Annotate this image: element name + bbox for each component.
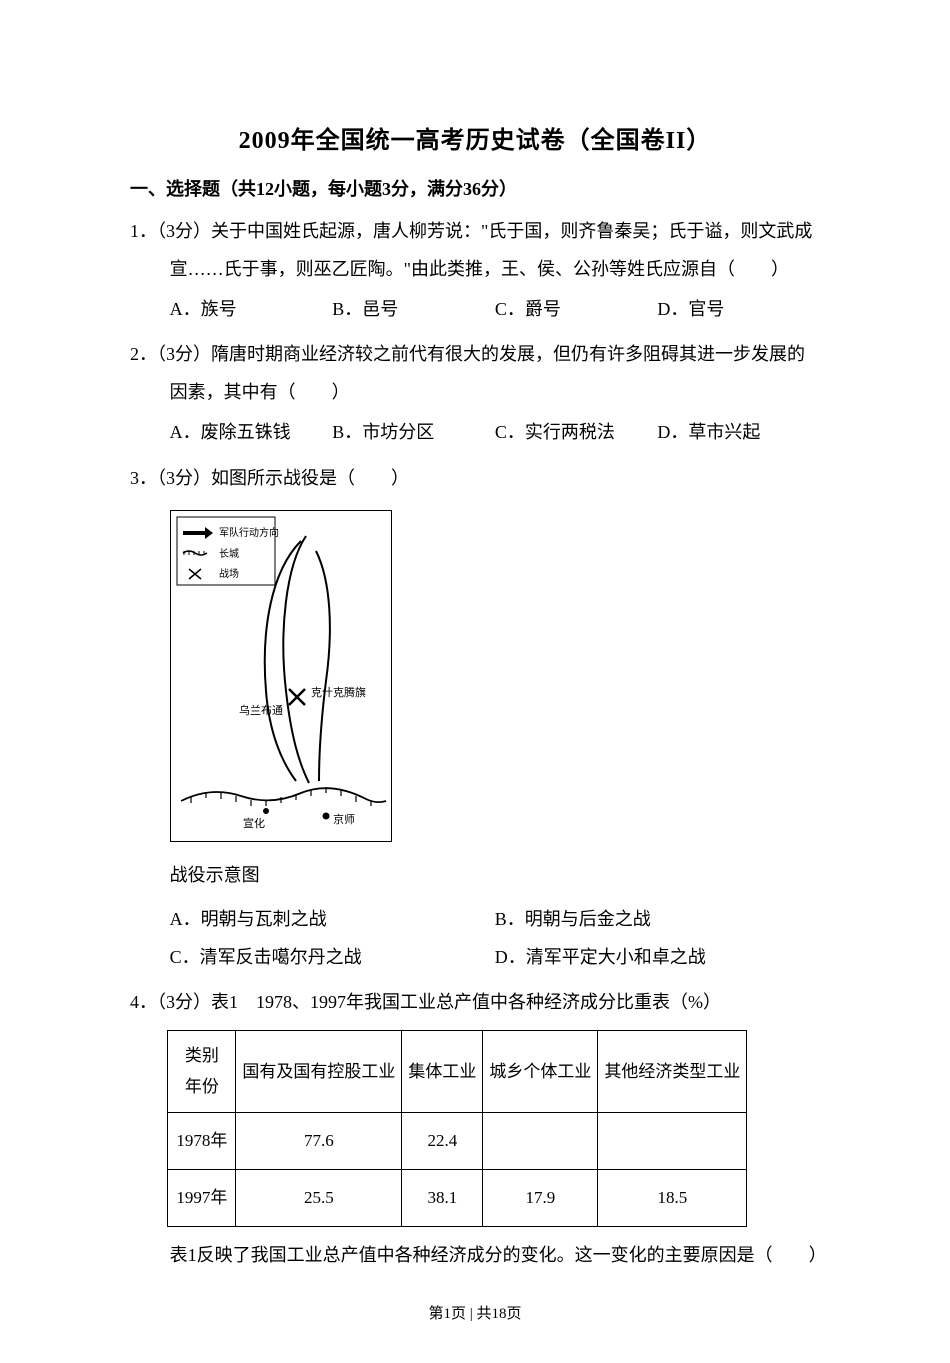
table-corner-cell: 类别 年份	[168, 1031, 236, 1113]
battle-x-icon	[289, 689, 305, 705]
legend-arrow-label: 军队行动方向	[219, 526, 279, 539]
col-header: 城乡个体工业	[483, 1031, 598, 1113]
option-c: C．爵号	[495, 291, 658, 329]
route-arrow-1b	[283, 536, 309, 783]
table-row: 1978年 77.6 22.4	[168, 1113, 747, 1170]
row-year: 1978年	[168, 1113, 236, 1170]
q4-data-table: 类别 年份 国有及国有控股工业 集体工业 城乡个体工业 其他经济类型工业 197…	[167, 1030, 747, 1227]
label-jingshi: 京师	[333, 812, 355, 826]
question-1-stem: 1．（3分）关于中国姓氏起源，唐人柳芳说："氏于国，则齐鲁秦吴；氏于谥，则文武成…	[130, 213, 820, 289]
question-2: 2．（3分）隋唐时期商业经济较之前代有很大的发展，但仍有许多阻碍其进一步发展的因…	[130, 336, 820, 451]
question-3-stem: 3．（3分）如图所示战役是（ ）	[130, 460, 820, 498]
label-xuanhua: 宣化	[243, 816, 265, 830]
page-footer: 第1页 | 共18页	[0, 1302, 950, 1323]
route-arrow-2	[316, 551, 330, 781]
cell	[483, 1113, 598, 1170]
option-b: B．邑号	[332, 291, 495, 329]
col-header: 其他经济类型工业	[598, 1031, 747, 1113]
option-d: D．草市兴起	[657, 414, 820, 452]
jingshi-dot-icon	[322, 812, 329, 819]
question-number: 2．	[130, 344, 157, 364]
label-kerqin: 克什克腾旗	[311, 685, 366, 699]
cell: 38.1	[402, 1170, 483, 1227]
question-text: （3分）表1 1978、1997年我国工业总产值中各种经济成分比重表（%）	[157, 992, 721, 1012]
col-header: 国有及国有控股工业	[236, 1031, 402, 1113]
cell: 77.6	[236, 1113, 402, 1170]
legend-battle-label: 战场	[219, 567, 239, 580]
question-3-options: A．明朝与瓦刺之战 B．明朝与后金之战 C．清军反击噶尔丹之战 D．清军平定大小…	[130, 901, 820, 977]
option-a: A．族号	[170, 291, 333, 329]
question-4: 4．（3分）表1 1978、1997年我国工业总产值中各种经济成分比重表（%） …	[130, 984, 820, 1274]
battle-map-svg: 军队行动方向 长城 战场 克什克腾旗 乌兰布通	[171, 511, 391, 841]
option-a: A．废除五铢钱	[170, 414, 333, 452]
section-1-header: 一、选择题（共12小题，每小题3分，满分36分）	[130, 175, 820, 201]
option-a: A．明朝与瓦刺之战	[170, 901, 495, 939]
question-number: 4．	[130, 992, 157, 1012]
option-b: B．市坊分区	[332, 414, 495, 452]
question-text: （3分）关于中国姓氏起源，唐人柳芳说："氏于国，则齐鲁秦吴；氏于谥，则文武成宣……	[157, 221, 812, 279]
question-1: 1．（3分）关于中国姓氏起源，唐人柳芳说："氏于国，则齐鲁秦吴；氏于谥，则文武成…	[130, 213, 820, 328]
question-1-options: A．族号 B．邑号 C．爵号 D．官号	[130, 291, 820, 329]
question-2-stem: 2．（3分）隋唐时期商业经济较之前代有很大的发展，但仍有许多阻碍其进一步发展的因…	[130, 336, 820, 412]
page-content: 2009年全国统一高考历史试卷（全国卷II） 一、选择题（共12小题，每小题3分…	[0, 0, 950, 1363]
great-wall-line	[181, 788, 386, 802]
question-text: （3分）隋唐时期商业经济较之前代有很大的发展，但仍有许多阻碍其进一步发展的因素，…	[157, 344, 805, 402]
option-d: D．清军平定大小和卓之战	[495, 939, 820, 977]
option-b: B．明朝与后金之战	[495, 901, 820, 939]
corner-top: 类别	[174, 1041, 229, 1072]
cell: 25.5	[236, 1170, 402, 1227]
wall-legend-icon	[183, 551, 207, 555]
row-year: 1997年	[168, 1170, 236, 1227]
battle-map-figure: 军队行动方向 长城 战场 克什克腾旗 乌兰布通	[170, 510, 392, 842]
question-number: 3．	[130, 468, 157, 488]
xuanhua-dot-icon	[263, 808, 269, 814]
cell: 22.4	[402, 1113, 483, 1170]
table-header-row: 类别 年份 国有及国有控股工业 集体工业 城乡个体工业 其他经济类型工业	[168, 1031, 747, 1113]
question-3: 3．（3分）如图所示战役是（ ） 军队行动方向 长城 战场	[130, 460, 820, 977]
exam-title: 2009年全国统一高考历史试卷（全国卷II）	[130, 120, 820, 155]
question-number: 1．	[130, 221, 157, 241]
option-d: D．官号	[657, 291, 820, 329]
cell: 18.5	[598, 1170, 747, 1227]
cell: 17.9	[483, 1170, 598, 1227]
battle-legend-icon	[189, 569, 201, 579]
question-4-stem: 4．（3分）表1 1978、1997年我国工业总产值中各种经济成分比重表（%）	[130, 984, 820, 1022]
corner-bottom: 年份	[174, 1072, 229, 1103]
legend-wall-label: 长城	[219, 548, 239, 560]
figure-caption: 战役示意图	[130, 854, 820, 897]
col-header: 集体工业	[402, 1031, 483, 1113]
question-text: （3分）如图所示战役是（ ）	[157, 468, 409, 488]
cell	[598, 1113, 747, 1170]
table-row: 1997年 25.5 38.1 17.9 18.5	[168, 1170, 747, 1227]
option-c: C．实行两税法	[495, 414, 658, 452]
option-c: C．清军反击噶尔丹之战	[170, 939, 495, 977]
label-wulanbutong: 乌兰布通	[239, 703, 283, 717]
question-4-posttext: 表1反映了我国工业总产值中各种经济成分的变化。这一变化的主要原因是（ ）	[130, 1237, 820, 1275]
question-3-figure-block: 军队行动方向 长城 战场 克什克腾旗 乌兰布通	[130, 510, 820, 842]
question-2-options: A．废除五铢钱 B．市坊分区 C．实行两税法 D．草市兴起	[130, 414, 820, 452]
arrow-legend-icon	[183, 527, 213, 539]
